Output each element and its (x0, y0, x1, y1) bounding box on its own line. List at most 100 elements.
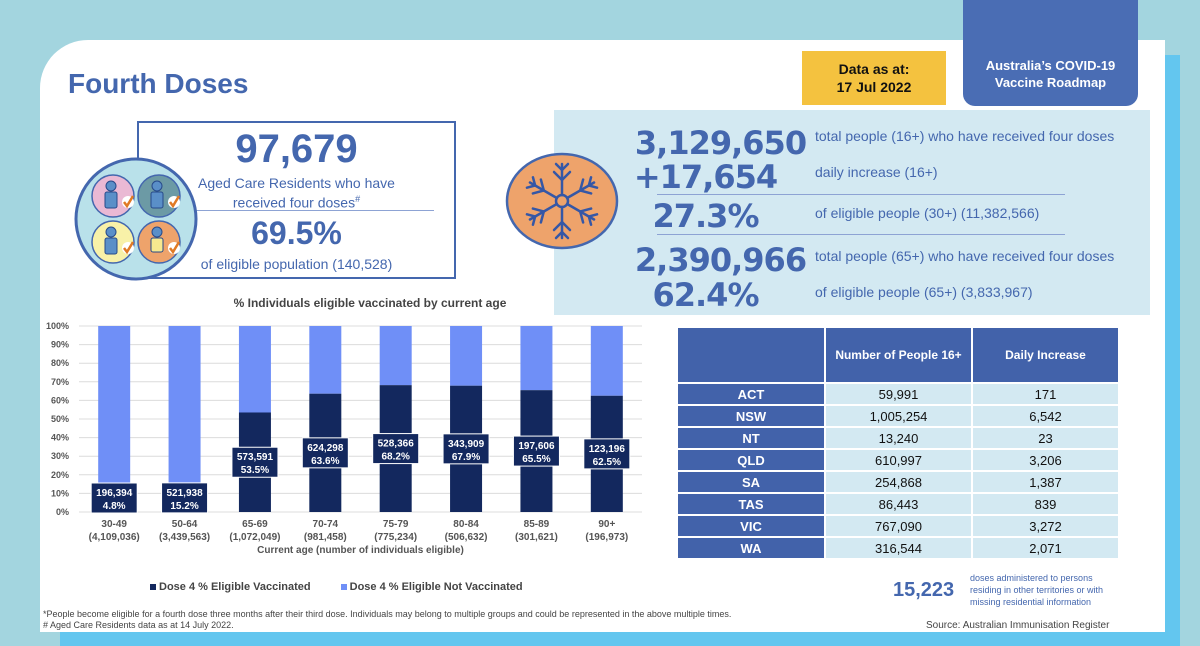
x-tick-sublabel: (506,632) (445, 532, 488, 543)
divider (179, 210, 434, 211)
table-cell-daily: 3,206 (971, 448, 1120, 472)
data-label-box (161, 482, 209, 514)
y-tick-label: 60% (51, 395, 69, 405)
table-cell-people: 254,868 (824, 470, 973, 494)
snowflake-icon (505, 152, 619, 250)
stat-percent-65plus: 62.4% (652, 276, 759, 314)
stat-total-65plus: 2,390,966 (634, 241, 807, 279)
footnote-mark: # (355, 194, 361, 204)
national-stats-panel (554, 110, 1150, 315)
x-tick-sublabel: (981,458) (304, 532, 347, 543)
x-tick-sublabel: (1,072,049) (229, 532, 280, 543)
other-doses-count: 15,223 (893, 579, 955, 601)
footnote-aged-care: # Aged Care Residents data as at 14 July… (43, 620, 234, 630)
data-label-count: 197,606 (518, 441, 555, 452)
bar-not-vaccinated (309, 326, 342, 394)
table-cell-state: QLD (676, 448, 826, 472)
table-cell-people: 316,544 (824, 536, 973, 560)
bar-not-vaccinated (238, 326, 271, 413)
aged-care-label-line2: received four doses (232, 194, 356, 211)
legend-swatch-not-vaccinated (340, 584, 347, 590)
x-tick-label: 65-69 (242, 519, 268, 530)
table-cell-state: NT (676, 426, 826, 450)
stat-daily-increase-label: daily increase (16+) (815, 164, 938, 180)
stat-percent-30plus-label: of eligible people (30+) (11,382,566) (815, 205, 1040, 221)
legend-swatch-vaccinated (150, 584, 156, 590)
stat-percent-30plus: 27.3% (652, 197, 759, 235)
y-tick-label: 50% (51, 414, 69, 424)
date-value: 17 Jul 2022 (836, 79, 912, 95)
data-label-count: 521,938 (166, 488, 203, 499)
y-tick-label: 70% (51, 377, 69, 387)
bar-not-vaccinated (590, 326, 623, 396)
state-table: Number of People 16+ Daily Increase ACT 5… (676, 326, 1120, 560)
x-axis-title: Current age (number of individuals eligi… (257, 545, 464, 556)
data-label-percent: 67.9% (452, 452, 480, 463)
legend-label-not-vaccinated: Dose 4 % Eligible Not Vaccinated (349, 581, 523, 593)
date-badge: Data as at: 17 Jul 2022 (802, 51, 946, 105)
x-tick-sublabel: (196,973) (585, 532, 628, 543)
table-header-state (676, 326, 826, 384)
data-label-count: 528,366 (378, 439, 415, 450)
data-label-percent: 63.6% (311, 456, 339, 467)
table-row: TAS 86,443 839 (676, 492, 1120, 516)
data-label-count: 196,394 (96, 488, 133, 499)
data-label-box (90, 482, 138, 514)
bar-not-vaccinated (450, 326, 483, 386)
data-label-percent: 65.5% (522, 454, 550, 465)
table-cell-people: 86,443 (824, 492, 973, 516)
bar-not-vaccinated (98, 326, 131, 504)
table-header-daily: Daily Increase (971, 326, 1120, 384)
data-label-percent: 53.5% (241, 465, 269, 476)
data-label-percent: 62.5% (593, 457, 621, 468)
table-cell-state: SA (676, 470, 826, 494)
table-row: SA 254,868 1,387 (676, 470, 1120, 494)
date-label: Data as at: (838, 61, 910, 77)
legend-item-vaccinated: Dose 4 % Eligible Vaccinated (150, 581, 311, 593)
x-tick-sublabel: (775,234) (374, 532, 417, 543)
data-label-box (442, 433, 490, 465)
table-row: VIC 767,090 3,272 (676, 514, 1120, 538)
footnote-eligibility: *People become eligible for a fourth dos… (43, 609, 732, 619)
table-cell-daily: 23 (971, 426, 1120, 450)
table-cell-daily: 171 (971, 382, 1120, 406)
aged-care-people-icon (74, 157, 198, 281)
table-cell-people: 13,240 (824, 426, 973, 450)
y-tick-label: 20% (51, 470, 69, 480)
divider (657, 194, 1065, 195)
aged-care-count: 97,679 (235, 127, 358, 171)
y-tick-label: 100% (46, 321, 69, 331)
aged-care-label: Aged Care Residents who have received fo… (139, 175, 454, 211)
x-tick-label: 80-84 (453, 519, 479, 530)
data-label-percent: 68.2% (382, 452, 410, 463)
data-label-box (301, 437, 349, 469)
y-tick-label: 0% (56, 507, 69, 517)
chart-title: % Individuals eligible vaccinated by cur… (233, 296, 507, 310)
x-tick-sublabel: (3,439,563) (159, 532, 210, 543)
stat-total-65plus-label: total people (65+) who have received fou… (815, 248, 1115, 264)
table-row: QLD 610,997 3,206 (676, 448, 1120, 472)
table-cell-state: ACT (676, 382, 826, 406)
x-tick-sublabel: (301,621) (515, 532, 558, 543)
table-row: WA 316,544 2,071 (676, 536, 1120, 560)
aged-care-percent: 69.5% (251, 215, 342, 251)
y-tick-label: 30% (51, 451, 69, 461)
table-row: NT 13,240 23 (676, 426, 1120, 450)
stat-percent-65plus-label: of eligible people (65+) (3,833,967) (815, 284, 1033, 300)
table-cell-daily: 2,071 (971, 536, 1120, 560)
bar-not-vaccinated (520, 326, 553, 391)
data-label-box (231, 446, 279, 478)
table-header-people: Number of People 16+ (824, 326, 973, 384)
bar-not-vaccinated (379, 326, 412, 386)
x-tick-label: 75-79 (383, 519, 409, 530)
other-doses-label: doses administered to persons residing i… (970, 573, 1104, 607)
stat-daily-increase: +17,654 (633, 158, 778, 196)
roadmap-tab[interactable]: Australia’s COVID-19 Vaccine Roadmap (963, 0, 1138, 106)
table-cell-people: 767,090 (824, 514, 973, 538)
source-note: Source: Australian Immunisation Register (926, 620, 1110, 631)
roadmap-line1: Australia’s COVID-19 (985, 58, 1116, 73)
data-label-count: 624,298 (307, 443, 344, 454)
table-row: ACT 59,991 171 (676, 382, 1120, 406)
table-header-row: Number of People 16+ Daily Increase (676, 326, 1120, 384)
x-tick-label: 70-74 (313, 519, 339, 530)
